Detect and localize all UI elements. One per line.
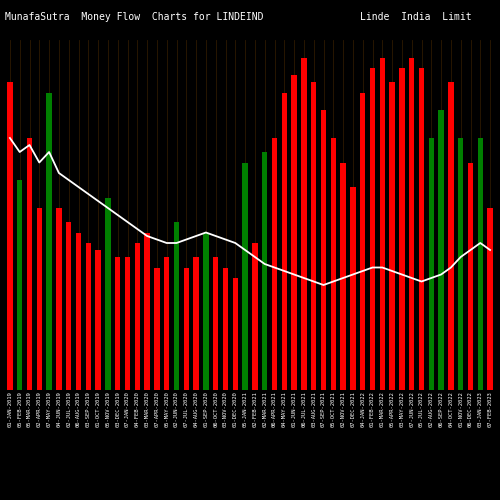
Bar (174, 222, 179, 390)
Bar (184, 268, 189, 390)
Bar (282, 92, 287, 390)
Bar (76, 232, 81, 390)
Bar (272, 138, 277, 390)
Bar (488, 208, 493, 390)
Bar (448, 82, 454, 390)
Bar (370, 68, 375, 390)
Bar (399, 68, 404, 390)
Bar (223, 268, 228, 390)
Bar (105, 198, 110, 390)
Bar (203, 232, 208, 390)
Bar (419, 68, 424, 390)
Text: Linde  India  Limit: Linde India Limit (360, 12, 472, 22)
Bar (17, 180, 22, 390)
Bar (36, 208, 42, 390)
Bar (478, 138, 483, 390)
Bar (7, 82, 12, 390)
Bar (390, 82, 395, 390)
Bar (242, 162, 248, 390)
Bar (428, 138, 434, 390)
Bar (144, 232, 150, 390)
Bar (134, 243, 140, 390)
Bar (252, 243, 258, 390)
Bar (438, 110, 444, 390)
Bar (46, 92, 52, 390)
Bar (301, 58, 306, 390)
Bar (458, 138, 464, 390)
Bar (125, 257, 130, 390)
Bar (340, 162, 346, 390)
Bar (409, 58, 414, 390)
Text: MunafaSutra  Money Flow  Charts for LINDEIND: MunafaSutra Money Flow Charts for LINDEI… (5, 12, 264, 22)
Bar (292, 75, 297, 390)
Bar (213, 257, 218, 390)
Bar (154, 268, 160, 390)
Bar (164, 257, 170, 390)
Bar (468, 162, 473, 390)
Bar (262, 152, 268, 390)
Bar (86, 243, 91, 390)
Bar (232, 278, 238, 390)
Bar (350, 187, 356, 390)
Bar (56, 208, 62, 390)
Bar (321, 110, 326, 390)
Bar (194, 257, 199, 390)
Bar (115, 257, 120, 390)
Bar (66, 222, 71, 390)
Bar (360, 92, 366, 390)
Bar (311, 82, 316, 390)
Bar (380, 58, 385, 390)
Bar (330, 138, 336, 390)
Bar (27, 138, 32, 390)
Bar (96, 250, 101, 390)
